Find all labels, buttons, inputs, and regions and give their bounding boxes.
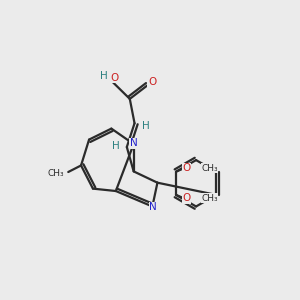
Text: O: O (148, 76, 156, 87)
Text: H: H (100, 71, 108, 81)
Text: O: O (182, 194, 190, 203)
Text: N: N (130, 139, 137, 148)
Text: CH₃: CH₃ (201, 164, 218, 172)
Text: H: H (112, 140, 119, 151)
Text: O: O (182, 163, 190, 173)
Text: N: N (149, 202, 157, 212)
Text: CH₃: CH₃ (47, 169, 64, 178)
Text: CH₃: CH₃ (201, 194, 218, 203)
Text: H: H (142, 121, 150, 130)
Text: O: O (110, 73, 118, 83)
